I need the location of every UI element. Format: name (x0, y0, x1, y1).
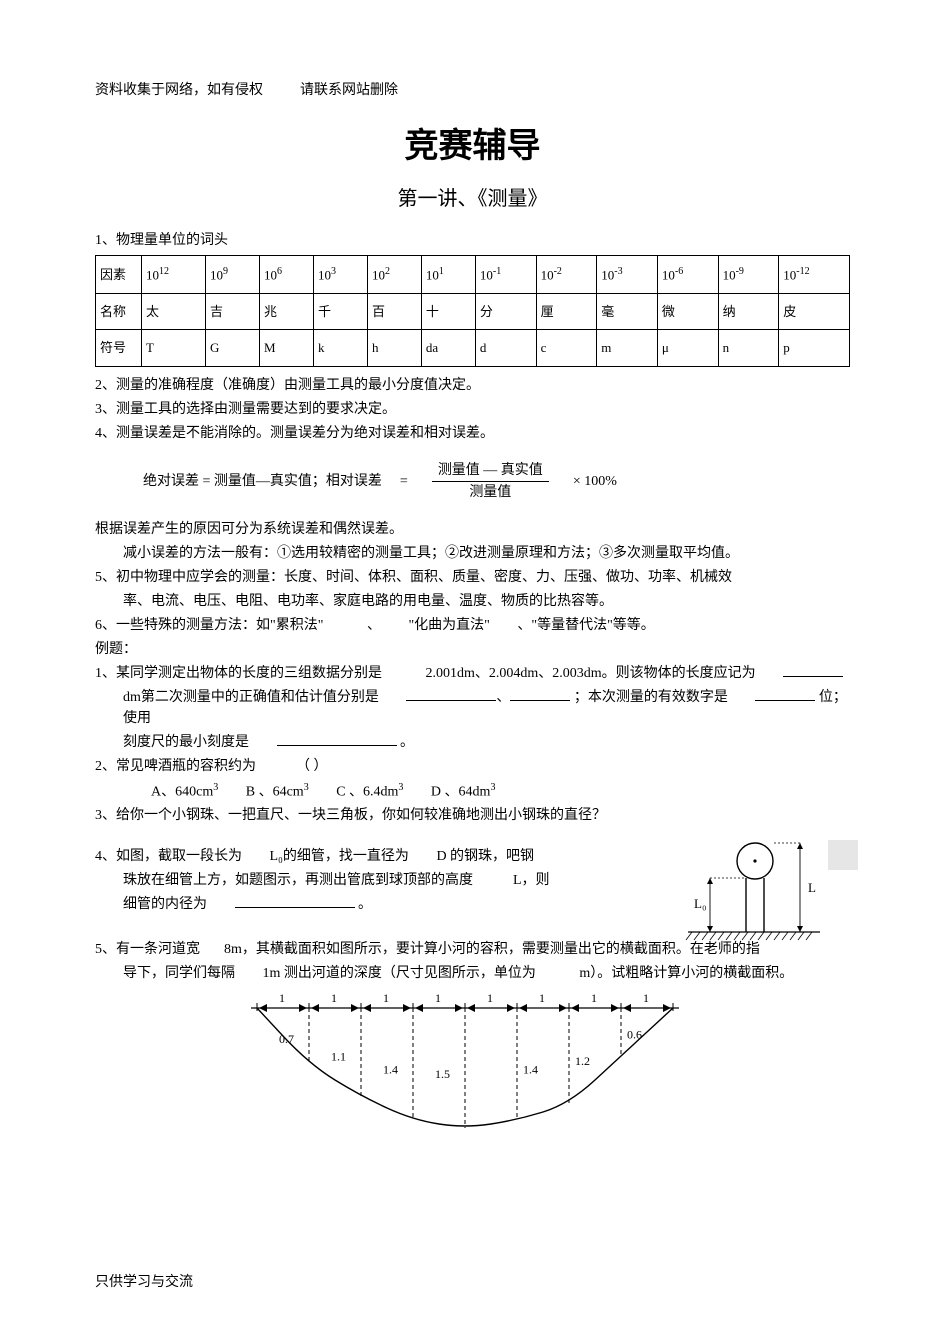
paragraph-2: 2、测量的准确程度（准确度）由测量工具的最小分度值决定。 (95, 375, 850, 396)
doc-subtitle: 第一讲、《测量》 (95, 184, 850, 214)
svg-text:1: 1 (383, 992, 389, 1005)
row-header: 符号 (96, 330, 142, 367)
svg-text:1.5: 1.5 (435, 1067, 450, 1081)
svg-text:1: 1 (591, 992, 597, 1005)
blank[interactable] (277, 732, 397, 746)
question-2-options: A、640cm3 B 、64cm3 C 、6.4dm3 D 、64dm3 (95, 780, 850, 803)
equals-sign: = (400, 471, 408, 492)
question-1-line3: 刻度尺的最小刻度是 。 (95, 732, 850, 753)
blank[interactable] (235, 894, 355, 908)
question-5-line2: 导下，同学们每隔 1m 测出河道的深度（尺寸见图所示，单位为 m）。试粗略计算小… (95, 963, 850, 984)
blank[interactable] (783, 663, 843, 677)
question-2: 2、常见啤酒瓶的容积约为（ ） (95, 756, 850, 777)
blank[interactable] (510, 687, 570, 701)
svg-text:1: 1 (331, 992, 337, 1005)
table-row: 符号 TGM khda dcm μnp (96, 330, 850, 367)
header-note-right: 请联系网站删除 (300, 83, 398, 98)
paragraph-3: 3、测量工具的选择由测量需要达到的要求决定。 (95, 399, 850, 420)
paragraph-6: 6、一些特殊的测量方法：如"累积法" 、 "化曲为直法" 、"等量替代法"等等。 (95, 615, 850, 636)
svg-text:1.4: 1.4 (383, 1063, 398, 1077)
question-3: 3、给你一个小钢珠、一把直尺、一块三角板，你如何较准确地测出小钢珠的直径？ (95, 805, 850, 826)
row-header: 因素 (96, 256, 142, 294)
question-1-line2: dm第二次测量中的正确值和估计值分别是 、 ；本次测量的有效数字是 位；使用 (95, 687, 850, 729)
fraction-denominator: 测量值 (463, 482, 517, 503)
table-row: 因素 1012 109 106 103 102 101 10-1 10-2 10… (96, 256, 850, 294)
row-header: 名称 (96, 293, 142, 330)
question-1-line1: 1、某同学测定出物体的长度的三组数据分别是 2.001dm、2.004dm、2.… (95, 663, 850, 684)
svg-text:1: 1 (539, 992, 545, 1005)
fraction: 测量值 — 真实值 测量值 (432, 460, 549, 503)
error-source: 根据误差产生的原因可分为系统误差和偶然误差。 (95, 519, 850, 540)
section-1-label: 1、物理量单位的词头 (95, 230, 850, 251)
footer-note: 只供学习与交流 (95, 1272, 850, 1293)
figure-river-cross-section: 111111110.71.11.41.51.41.20.6 (213, 992, 733, 1162)
paragraph-5a: 5、初中物理中应学会的测量：长度、时间、体积、面积、质量、密度、力、压强、做功、… (95, 567, 850, 588)
question-4-wrap: L₀ L 4、如图，截取一段长为 L₀的细管，找一直径为 D 的钢珠，吧钢 珠放… (95, 846, 850, 915)
svg-text:1: 1 (487, 992, 493, 1005)
examples-label: 例题： (95, 639, 850, 660)
svg-text:1.1: 1.1 (331, 1050, 346, 1064)
figure-tube-ball: L₀ L (670, 836, 860, 946)
table-row: 名称 太吉兆 千百十 分厘毫 微纳皮 (96, 293, 850, 330)
header-note: 资料收集于网络，如有侵权 请联系网站删除 (95, 80, 850, 101)
abs-error-label: 绝对误差 = 测量值—真实值；相对误差 (143, 471, 382, 492)
formula-tail: × 100% (573, 471, 617, 492)
svg-text:1: 1 (643, 992, 649, 1005)
error-reduce: 减小误差的方法一般有：①选用较精密的测量工具；②改进测量原理和方法；③多次测量取… (95, 543, 850, 564)
blank[interactable] (755, 687, 815, 701)
svg-text:L₀: L₀ (694, 896, 706, 911)
error-formula: 绝对误差 = 测量值—真实值；相对误差 = 测量值 — 真实值 测量值 × 10… (143, 460, 850, 503)
svg-text:1: 1 (279, 992, 285, 1005)
svg-text:1.2: 1.2 (575, 1054, 590, 1068)
paragraph-5b: 率、电流、电压、电阻、电功率、家庭电路的用电量、温度、物质的比热容等。 (95, 591, 850, 612)
svg-text:1.4: 1.4 (523, 1063, 538, 1077)
units-table: 因素 1012 109 106 103 102 101 10-1 10-2 10… (95, 255, 850, 367)
svg-text:L: L (808, 880, 816, 895)
header-note-left: 资料收集于网络，如有侵权 (95, 83, 263, 98)
fraction-numerator: 测量值 — 真实值 (432, 460, 549, 481)
svg-text:1: 1 (435, 992, 441, 1005)
blank[interactable] (406, 687, 496, 701)
paragraph-4: 4、测量误差是不能消除的。测量误差分为绝对误差和相对误差。 (95, 423, 850, 444)
doc-title: 竞赛辅导 (95, 121, 850, 172)
